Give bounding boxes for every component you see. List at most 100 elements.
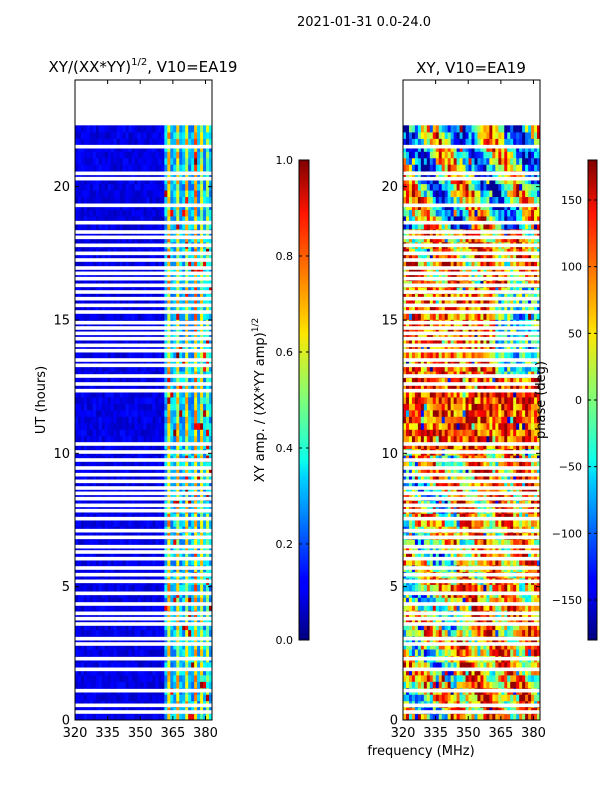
amplitude-cell [86,254,91,262]
amplitude-cell [77,681,82,689]
amplitude-cell [170,603,174,611]
amplitude-cell [89,487,94,495]
amplitude-cell [77,487,82,495]
amplitude-cell [203,338,207,346]
amplitude-cell [164,480,168,488]
amplitude-cell [98,383,103,391]
amplitude-cell [185,390,189,398]
phase-cell [519,713,523,720]
amplitude-cell [134,364,139,372]
amplitude-cell [83,409,88,417]
amplitude-cell [164,345,168,353]
amplitude-cell [92,364,97,372]
amplitude-cell [101,467,106,475]
amplitude-cell [143,254,148,262]
phase-cell [411,668,416,676]
amplitude-cell [116,422,121,430]
amplitude-cell [164,157,168,165]
amplitude-cell [185,312,189,320]
amplitude-cell [149,151,154,159]
amplitude-cell [161,338,165,346]
amplitude-cell [119,551,124,560]
amplitude-cell [116,519,121,527]
amplitude-colorbar-label: XY amp. / (XX*YY amp)1/2 [251,318,268,482]
amplitude-cell [155,125,159,133]
amplitude-cell [155,539,159,547]
amplitude-cell [131,461,136,469]
amplitude-cell [176,545,180,553]
amplitude-cell [176,164,180,172]
amplitude-cell [101,674,106,682]
phase-cell [507,674,511,682]
amplitude-cell [161,551,165,560]
amplitude-cell [116,189,121,198]
phase-cell [414,674,419,682]
amplitude-cell [75,351,79,359]
amplitude-cell [209,351,212,359]
amplitude-cell [128,267,133,275]
phase-cell [447,668,452,676]
amplitude-cell [170,674,174,682]
amplitude-cell [164,306,168,314]
amplitude-cell [149,164,154,172]
amplitude-cell [155,312,159,320]
amplitude-cell [161,661,165,669]
amplitude-cell [104,377,109,385]
phase-cell [414,648,419,656]
amplitude-cell [116,196,121,204]
amplitude-cell [167,539,171,547]
amplitude-cell [110,209,115,217]
amplitude-cell [75,474,79,482]
amplitude-cell [197,474,201,482]
amplitude-cell [194,487,198,495]
phase-cell [459,661,464,669]
amplitude-cell [170,164,174,172]
phase-cell [507,694,511,702]
amplitude-cell [188,390,192,398]
amplitude-cell [83,261,88,269]
amplitude-cell [122,390,127,398]
amplitude-cell [104,539,109,547]
amplitude-cell [75,435,79,443]
amplitude-cell [146,409,151,417]
amplitude-cell [143,597,148,605]
amplitude-cell [128,668,133,676]
amplitude-cell [158,138,162,146]
phase-cell [462,642,467,650]
amplitude-cell [86,674,91,682]
amplitude-cell [128,209,133,217]
amplitude-cell [194,435,198,443]
amplitude-cell [98,513,103,521]
amplitude-cell [98,416,103,424]
amplitude-cell [191,138,195,146]
phase-cell [471,661,476,669]
amplitude-cell [86,435,91,443]
amplitude-cell [182,306,186,314]
amplitude-cell [206,157,210,165]
amplitude-cell [131,603,136,611]
phase-cell [537,648,540,656]
amplitude-cell [152,131,157,139]
amplitude-cell [176,416,180,424]
amplitude-cell [176,623,180,631]
amplitude-cell [158,545,162,553]
amplitude-cell [75,215,79,223]
amplitude-cell [128,338,133,346]
amplitude-cell [113,435,118,443]
phase-cell [516,668,520,676]
amplitude-cell [128,312,133,320]
amplitude-cell [155,519,159,527]
amplitude-cell [83,306,88,314]
phase-cell [423,713,428,720]
amplitude-cell [200,189,204,198]
amplitude-cell [203,390,207,398]
phase-cell [495,629,499,637]
amplitude-cell [209,299,212,307]
amplitude-cell [206,403,210,411]
amplitude-cell [164,332,168,340]
amplitude-cell [77,138,82,146]
phase-cell [468,648,473,656]
amplitude-cell [113,215,118,223]
amplitude-cell [131,668,136,676]
amplitude-cell [197,299,201,307]
